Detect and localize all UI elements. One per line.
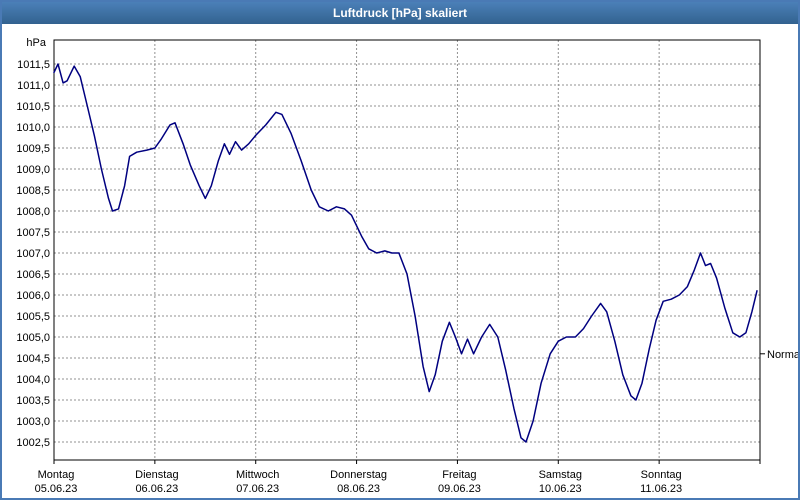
- svg-text:Donnerstag: Donnerstag: [330, 469, 387, 481]
- y-axis-unit-label: hPa: [26, 37, 46, 49]
- svg-text:1004,5: 1004,5: [16, 353, 50, 365]
- svg-text:1010,5: 1010,5: [16, 101, 50, 113]
- svg-text:1007,0: 1007,0: [16, 248, 50, 260]
- svg-text:Normal: Normal: [767, 349, 798, 361]
- svg-text:1011,0: 1011,0: [17, 80, 50, 92]
- window-title: Luftdruck [hPa] skaliert: [332, 6, 468, 20]
- svg-text:1003,0: 1003,0: [16, 416, 50, 428]
- svg-text:Freitag: Freitag: [442, 469, 476, 481]
- x-axis-labels: Montag 05.06.23 Dienstag 06.06.23 Mittwoch 07…: [35, 469, 683, 495]
- svg-text:Sonntag: Sonntag: [641, 469, 682, 481]
- svg-text:1008,0: 1008,0: [16, 206, 50, 218]
- svg-text:Mittwoch: Mittwoch: [236, 469, 279, 481]
- x-axis-ticks: [53, 460, 761, 464]
- svg-text:1004,0: 1004,0: [16, 374, 50, 386]
- window-title-bar: Luftdruck [hPa] skaliert: [2, 2, 798, 24]
- svg-text:06.06.23: 06.06.23: [135, 483, 178, 495]
- normal-marker: Normal: [760, 349, 798, 361]
- svg-text:1009,5: 1009,5: [16, 143, 50, 155]
- svg-text:Montag: Montag: [38, 469, 75, 481]
- svg-text:1002,5: 1002,5: [16, 437, 50, 449]
- svg-text:07.06.23: 07.06.23: [236, 483, 279, 495]
- svg-text:1010,0: 1010,0: [16, 122, 50, 134]
- svg-text:Samstag: Samstag: [539, 469, 582, 481]
- svg-text:08.06.23: 08.06.23: [337, 483, 380, 495]
- chart-area: 1011,5 1011,0 1010,5 1010,0 1009,5 1009,0 1008…: [2, 24, 798, 498]
- svg-text:1005,0: 1005,0: [16, 332, 50, 344]
- svg-text:1006,0: 1006,0: [16, 290, 50, 302]
- svg-text:Dienstag: Dienstag: [135, 469, 178, 481]
- svg-text:1003,5: 1003,5: [16, 395, 50, 407]
- svg-text:1007,5: 1007,5: [16, 227, 50, 239]
- svg-text:1008,5: 1008,5: [16, 185, 50, 197]
- pressure-line: [53, 63, 758, 443]
- svg-text:1009,0: 1009,0: [16, 164, 50, 176]
- y-axis-labels: 1011,5 1011,0 1010,5 1010,0 1009,5 1009,0 1008…: [16, 59, 50, 449]
- pressure-chart: 1011,5 1011,0 1010,5 1010,0 1009,5 1009,0 1008…: [16, 37, 798, 495]
- svg-text:10.06.23: 10.06.23: [539, 483, 582, 495]
- svg-text:05.06.23: 05.06.23: [35, 483, 78, 495]
- grid-lines: [54, 40, 760, 460]
- svg-text:1006,5: 1006,5: [16, 269, 50, 281]
- svg-text:09.06.23: 09.06.23: [438, 483, 481, 495]
- svg-text:1005,5: 1005,5: [16, 311, 50, 323]
- svg-text:11.06.23: 11.06.23: [640, 483, 682, 495]
- svg-text:1011,5: 1011,5: [17, 59, 50, 71]
